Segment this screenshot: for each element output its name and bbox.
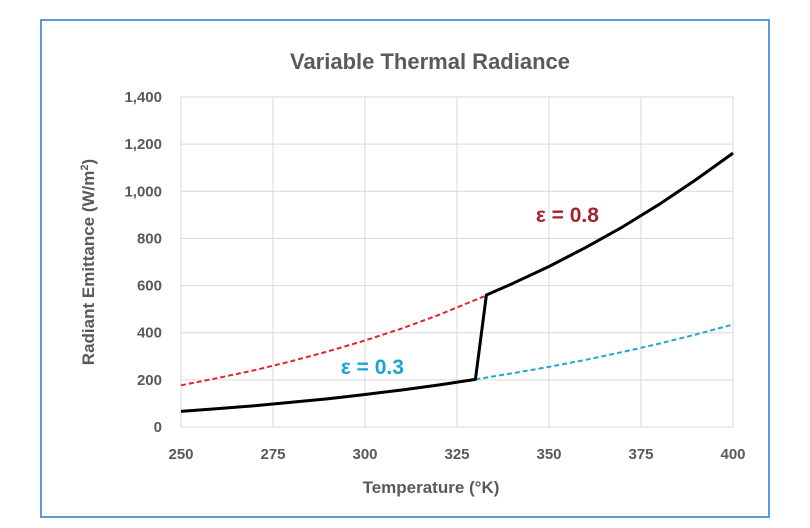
chart-title: Variable Thermal Radiance <box>290 49 570 74</box>
y-tick-label: 600 <box>137 278 162 295</box>
x-tick-label: 250 <box>168 446 193 463</box>
series-line-solid <box>180 151 734 413</box>
y-tick-label: 1,000 <box>124 183 162 200</box>
annotations: ε = 0.8 ε = 0.3 <box>341 204 599 379</box>
series-line-dashed-1 <box>475 323 734 381</box>
y-tick-labels: 0 200 400 600 800 1,000 1,200 1,400 <box>124 89 162 436</box>
y-tick-label: 400 <box>137 325 162 342</box>
annotation-label-1: ε = 0.3 <box>341 356 404 379</box>
x-tick-label: 325 <box>444 446 469 463</box>
x-tick-label: 275 <box>260 446 285 463</box>
y-axis-title-main: Radiant Emittance (W/m <box>79 171 98 366</box>
plot-border <box>180 96 734 428</box>
x-tick-label: 400 <box>720 446 745 463</box>
x-axis-title: Temperature (°K) <box>363 478 500 497</box>
series-line-dashed-0 <box>180 294 487 387</box>
y-tick-label: 1,400 <box>124 89 162 106</box>
y-axis-title-sup: 2 <box>79 164 91 170</box>
y-tick-label: 800 <box>137 230 162 247</box>
x-tick-labels: 250 275 300 325 350 375 400 <box>168 446 745 463</box>
gridlines <box>180 96 734 428</box>
chart-frame <box>40 19 770 518</box>
y-axis-title: Radiant Emittance (W/m2) <box>79 159 98 365</box>
x-tick-label: 375 <box>628 446 653 463</box>
y-tick-label: 1,200 <box>124 136 162 153</box>
annotation-label-0: ε = 0.8 <box>536 204 599 227</box>
series-lines <box>180 151 734 413</box>
y-tick-label: 200 <box>137 372 162 389</box>
y-tick-label: 0 <box>154 419 162 436</box>
x-tick-label: 300 <box>352 446 377 463</box>
x-tick-label: 350 <box>536 446 561 463</box>
y-axis-title-end: ) <box>79 159 98 165</box>
